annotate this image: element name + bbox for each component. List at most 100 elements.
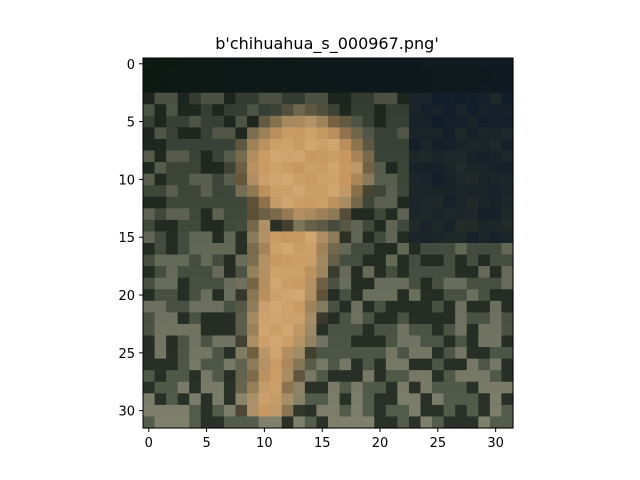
image-pixel [443, 231, 456, 244]
image-pixel [189, 277, 202, 290]
image-pixel [143, 150, 156, 163]
image-pixel [177, 416, 190, 429]
image-pixel [420, 92, 433, 105]
image-pixel [443, 81, 456, 94]
image-pixel [143, 185, 156, 198]
image-pixel [374, 277, 387, 290]
image-pixel [281, 231, 294, 244]
image-pixel [258, 150, 271, 163]
image-pixel [328, 219, 341, 233]
image-pixel [362, 196, 375, 209]
image-pixel [212, 173, 225, 186]
image-pixel [316, 173, 329, 186]
image-pixel [293, 127, 306, 140]
image-pixel [339, 358, 352, 371]
image-pixel [351, 231, 364, 244]
image-pixel [281, 323, 294, 337]
image-pixel [166, 92, 179, 105]
image-pixel [177, 231, 190, 244]
image-pixel [328, 323, 341, 337]
image-pixel [304, 323, 318, 337]
image-pixel [397, 312, 410, 325]
image-pixel [212, 185, 225, 198]
image-pixel [328, 347, 341, 360]
image-pixel [189, 300, 202, 313]
image-pixel [189, 138, 202, 152]
image-pixel [200, 254, 213, 267]
image-pixel [362, 312, 375, 325]
image-pixel [420, 127, 433, 140]
image-pixel [351, 58, 364, 71]
image-pixel [362, 243, 375, 256]
image-pixel [177, 138, 190, 152]
image-pixel [223, 347, 237, 360]
image-pixel [143, 300, 156, 313]
image-pixel [351, 404, 364, 418]
image-pixel [223, 243, 237, 256]
image-pixel [455, 393, 468, 406]
image-pixel [247, 185, 260, 198]
image-pixel [408, 138, 422, 152]
image-pixel [212, 208, 225, 221]
image-pixel [143, 173, 156, 186]
image-pixel [432, 381, 445, 394]
image-pixel [281, 81, 294, 94]
image-pixel [420, 254, 433, 267]
image-pixel [420, 104, 433, 117]
image-pixel [501, 416, 514, 429]
image-pixel [374, 185, 387, 198]
image-pixel [408, 266, 422, 279]
image-pixel [154, 277, 167, 290]
image-pixel [501, 92, 514, 105]
image-pixel [455, 81, 468, 94]
image-pixel [154, 150, 167, 163]
image-pixel [420, 358, 433, 371]
image-pixel [281, 393, 294, 406]
image-pixel [408, 69, 422, 82]
image-pixel [339, 208, 352, 221]
image-pixel [362, 300, 375, 313]
image-pixel [143, 312, 156, 325]
image-pixel [154, 231, 167, 244]
image-pixel [166, 185, 179, 198]
y-tick-label: 25 [118, 347, 135, 362]
image-pixel [304, 173, 318, 186]
image-pixel [223, 162, 237, 175]
image-pixel [489, 231, 503, 244]
image-pixel [258, 185, 271, 198]
image-pixel [166, 381, 179, 394]
image-pixel [143, 138, 156, 152]
image-pixel [374, 289, 387, 302]
image-pixel [281, 162, 294, 175]
image-pixel [189, 162, 202, 175]
image-pixel [154, 300, 167, 313]
image-pixel [328, 162, 341, 175]
image-pixel [316, 404, 329, 418]
image-pixel [270, 104, 283, 117]
image-pixel [478, 289, 491, 302]
image-pixel [351, 185, 364, 198]
image-pixel [247, 335, 260, 348]
image-pixel [420, 81, 433, 94]
image-pixel [432, 277, 445, 290]
image-pixel [143, 162, 156, 175]
image-pixel [374, 323, 387, 337]
image-pixel [212, 69, 225, 82]
image-pixel [293, 104, 306, 117]
image-pixel [143, 370, 156, 383]
image-pixel [177, 208, 190, 221]
image-pixel [154, 381, 167, 394]
image-pixel [293, 289, 306, 302]
image-pixel [489, 138, 503, 152]
image-pixel [235, 289, 248, 302]
image-pixel [385, 104, 398, 117]
image-pixel [328, 138, 341, 152]
image-pixel [281, 266, 294, 279]
image-pixel [466, 231, 479, 244]
image-pixel [200, 81, 213, 94]
image-pixel [328, 127, 341, 140]
y-tick-label: 15 [118, 231, 135, 246]
image-pixel [200, 196, 213, 209]
image-pixel [235, 404, 248, 418]
image-pixel [223, 312, 237, 325]
